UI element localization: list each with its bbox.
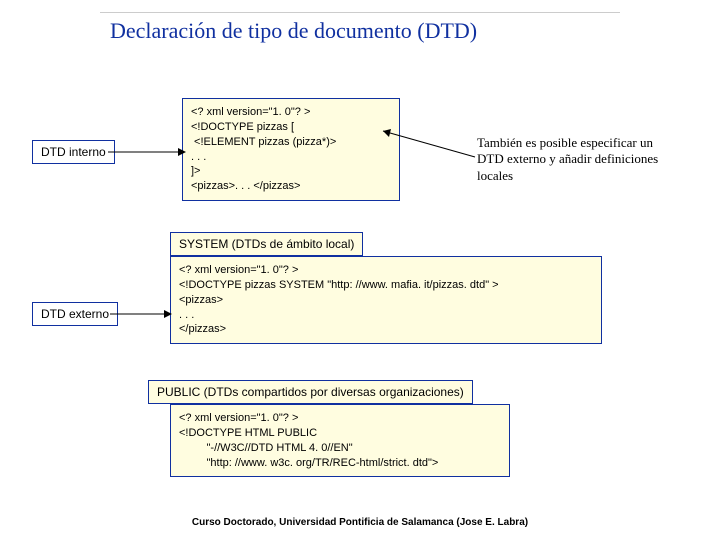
page-title: Declaración de tipo de documento (DTD) (110, 18, 477, 44)
horizontal-rule (100, 12, 620, 13)
footer: Curso Doctorado, Universidad Pontificia … (0, 517, 720, 528)
heading-system: SYSTEM (DTDs de ámbito local) (170, 232, 363, 256)
heading-public: PUBLIC (DTDs compartidos por diversas or… (148, 380, 473, 404)
label-dtd-externo: DTD externo (32, 302, 118, 326)
code-public: <? xml version="1. 0"? > <!DOCTYPE HTML … (170, 404, 510, 477)
code-interno: <? xml version="1. 0"? > <!DOCTYPE pizza… (182, 98, 400, 201)
arrow-interno (108, 150, 188, 160)
label-dtd-interno: DTD interno (32, 140, 115, 164)
arrow-externo (110, 312, 176, 322)
note-text: También es posible especificar un DTD ex… (477, 135, 658, 184)
code-system: <? xml version="1. 0"? > <!DOCTYPE pizza… (170, 256, 602, 344)
arrow-note (375, 127, 485, 167)
